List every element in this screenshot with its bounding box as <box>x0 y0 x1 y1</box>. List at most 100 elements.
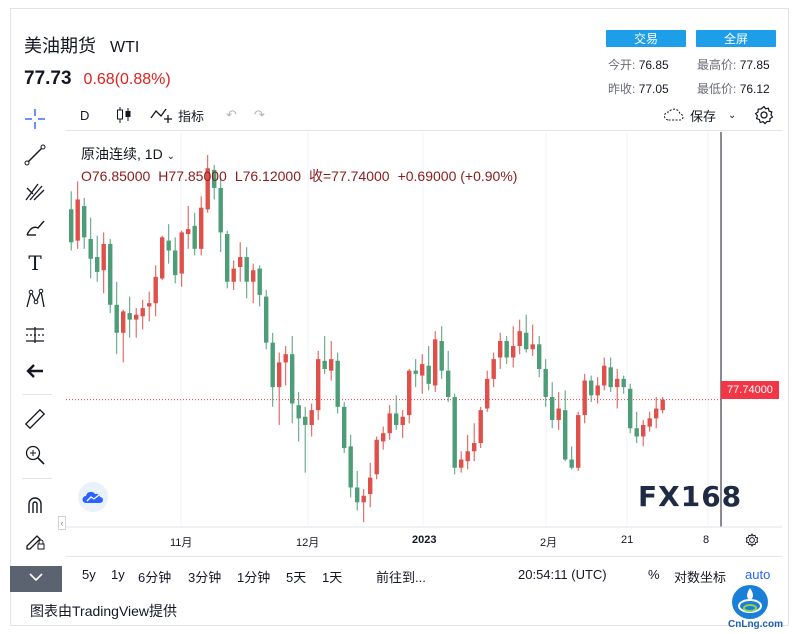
pattern-tool-icon[interactable] <box>22 286 48 312</box>
range-1y[interactable]: 1y <box>111 567 125 582</box>
candle-down <box>608 367 613 388</box>
chevron-down-icon[interactable]: ⌄ <box>166 151 175 162</box>
redo-icon[interactable]: ↷ <box>254 107 265 122</box>
text-tool-icon[interactable]: T <box>28 251 42 275</box>
back-arrow-icon[interactable] <box>22 358 48 384</box>
magnet-icon[interactable] <box>22 492 48 518</box>
candle-down <box>290 354 295 404</box>
candle-down <box>335 360 340 407</box>
fib-tool-icon[interactable] <box>22 178 48 204</box>
lock-draw-icon[interactable] <box>22 528 48 554</box>
candle-down <box>439 341 444 371</box>
range-3min[interactable]: 3分钟 <box>188 570 222 585</box>
zoom-in-icon[interactable] <box>22 442 48 468</box>
prev-close-stat: 昨收: 77.05 <box>608 80 669 97</box>
prev-close-value: 77.05 <box>638 82 669 96</box>
series-name: 原油连续, 1D <box>81 146 163 162</box>
undo-icon[interactable]: ↶ <box>226 107 237 122</box>
candle-up <box>582 380 587 416</box>
candle-up <box>420 364 425 376</box>
ohlc-legend: O76.85000 H77.85000 L76.12000 收=77.74000 +0.… <box>81 166 525 186</box>
candle-down <box>244 257 249 282</box>
candle-down <box>504 341 509 358</box>
log-scale-toggle[interactable]: 对数坐标 <box>674 570 727 585</box>
chart-frame <box>10 8 789 626</box>
candle-up <box>459 459 464 468</box>
candle-up <box>368 477 373 495</box>
candle-down <box>108 243 113 305</box>
save-button[interactable]: 保存 ⌄ <box>662 100 736 130</box>
candle-down <box>69 209 74 243</box>
candle-up <box>602 365 607 386</box>
candle-down <box>543 369 548 397</box>
candle-style-icon[interactable] <box>116 100 132 130</box>
range-5d[interactable]: 5天 <box>286 570 307 585</box>
measure-range-icon[interactable] <box>22 322 48 348</box>
candle-down <box>95 257 100 272</box>
save-label: 保存 <box>690 108 717 124</box>
series-legend: 原油连续, 1D ⌄ <box>81 144 175 164</box>
candle-down <box>550 396 555 421</box>
candle-up <box>101 243 106 271</box>
cnlng-logo: CnLng.com <box>724 584 792 630</box>
goto-date-button[interactable]: 前往到... <box>376 570 426 585</box>
candle-down <box>355 487 360 503</box>
cnlng-logo-text: CnLng.com <box>728 619 783 630</box>
last-price-tag: 77.74000 <box>721 381 779 399</box>
candle-up <box>238 257 243 267</box>
candle-up <box>140 308 145 317</box>
chart-area[interactable] <box>66 132 782 555</box>
candle-up <box>498 341 503 358</box>
open-label: 今开: <box>608 58 636 72</box>
instrument-symbol: WTI <box>110 39 140 56</box>
candle-down <box>166 240 171 251</box>
candle-up <box>361 495 366 503</box>
x-tick-label: 11月 <box>170 537 193 549</box>
candle-up <box>641 424 646 437</box>
candle-up <box>231 268 236 282</box>
prev-close-label: 昨收: <box>608 82 636 96</box>
candle-up <box>407 370 412 416</box>
candle-down <box>303 416 308 425</box>
interval-button[interactable]: D <box>80 107 90 123</box>
ruler-icon[interactable] <box>22 406 48 432</box>
tools-collapse-tab[interactable] <box>10 566 62 592</box>
trend-line-icon[interactable] <box>22 142 48 168</box>
candle-down <box>569 459 574 468</box>
indicators-icon <box>150 108 172 123</box>
crosshair-icon[interactable] <box>22 106 48 132</box>
range-6min[interactable]: 6分钟 <box>138 570 172 585</box>
fullscreen-button[interactable]: 全屏 <box>696 30 776 47</box>
provider-credit[interactable]: 图表由TradingView提供 <box>30 603 178 619</box>
candle-up <box>485 378 490 409</box>
instrument-title: 美油期货 <box>24 36 96 56</box>
clock-utc[interactable]: 20:54:11 (UTC) <box>518 567 607 582</box>
range-5y[interactable]: 5y <box>82 567 96 582</box>
candle-down <box>212 169 217 188</box>
candle-up <box>556 408 561 421</box>
chevron-left-icon[interactable]: ‹ <box>58 516 66 530</box>
fx168-text: FX168 <box>638 480 743 513</box>
candle-down <box>348 446 353 488</box>
brush-icon[interactable] <box>22 214 48 240</box>
candle-down <box>634 428 639 437</box>
candle-down <box>342 406 347 448</box>
candle-down <box>322 360 327 369</box>
tradingview-logo[interactable] <box>78 482 108 512</box>
indicators-button[interactable]: 指标 <box>150 100 204 130</box>
trade-button[interactable]: 交易 <box>606 30 686 47</box>
percent-toggle[interactable]: % <box>648 567 660 582</box>
candle-up <box>121 311 126 333</box>
range-1min[interactable]: 1分钟 <box>237 570 271 585</box>
x-tick-label: 2023 <box>412 534 437 546</box>
auto-scale-toggle[interactable]: auto <box>745 567 771 582</box>
legend-change: +0.69000 (+0.90%) <box>397 168 518 184</box>
settings-gear-icon[interactable] <box>754 100 774 130</box>
legend-close: 收=77.74000 <box>309 168 390 184</box>
candle-down <box>173 250 178 276</box>
axis-settings-gear-icon[interactable] <box>745 532 759 552</box>
candle-up <box>374 439 379 475</box>
range-1d[interactable]: 1天 <box>322 570 343 585</box>
candle-up <box>160 237 165 279</box>
candle-down <box>82 206 87 238</box>
